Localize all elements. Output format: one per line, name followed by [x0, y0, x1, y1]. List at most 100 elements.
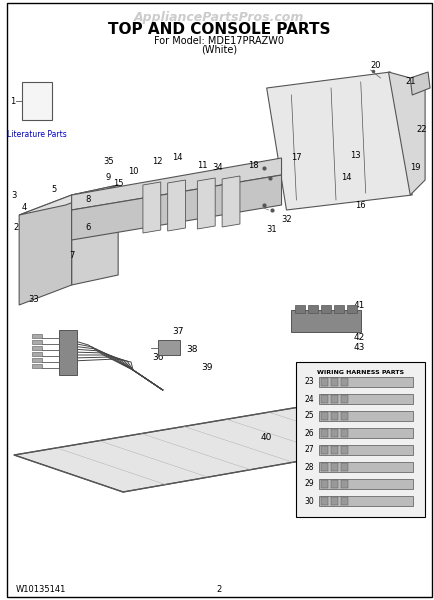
Polygon shape — [143, 182, 161, 233]
Text: 17: 17 — [290, 154, 301, 163]
Bar — [340, 463, 347, 471]
Bar — [319, 394, 412, 404]
Text: 38: 38 — [186, 346, 198, 355]
Bar — [320, 412, 327, 420]
Text: 31: 31 — [266, 226, 276, 235]
Bar — [319, 411, 412, 421]
Bar — [330, 378, 337, 386]
Text: W10135141: W10135141 — [16, 586, 66, 595]
Polygon shape — [19, 195, 72, 305]
Text: 8: 8 — [85, 196, 91, 205]
Bar — [32, 358, 42, 362]
Text: 21: 21 — [404, 77, 414, 86]
Polygon shape — [72, 175, 281, 240]
Text: 6: 6 — [85, 223, 91, 232]
Text: 30: 30 — [304, 497, 313, 505]
Text: 4: 4 — [21, 203, 26, 212]
Text: 33: 33 — [29, 295, 39, 304]
Bar — [319, 428, 412, 438]
Bar — [296, 362, 424, 517]
Text: AppliancePartsPros.com: AppliancePartsPros.com — [134, 11, 304, 25]
Text: 25: 25 — [304, 412, 313, 421]
Bar — [340, 395, 347, 403]
Bar — [346, 305, 356, 313]
Bar — [32, 346, 42, 350]
Text: (White): (White) — [201, 45, 237, 55]
Text: 16: 16 — [355, 200, 365, 209]
Bar — [320, 446, 327, 454]
Text: 7: 7 — [69, 251, 74, 259]
Text: 32: 32 — [280, 215, 291, 224]
Polygon shape — [14, 405, 419, 492]
Text: 42: 42 — [352, 334, 364, 343]
Polygon shape — [19, 185, 118, 215]
Bar — [330, 412, 337, 420]
Bar — [308, 305, 317, 313]
Text: For Model: MDE17PRAZW0: For Model: MDE17PRAZW0 — [154, 36, 283, 46]
Bar — [22, 82, 52, 120]
Text: 27: 27 — [304, 445, 313, 455]
Polygon shape — [409, 72, 429, 95]
Bar — [340, 412, 347, 420]
Text: 2: 2 — [13, 223, 19, 232]
Text: 18: 18 — [248, 160, 259, 169]
Bar — [340, 446, 347, 454]
Bar — [340, 378, 347, 386]
Text: 14: 14 — [325, 325, 336, 335]
Text: WIRING HARNESS PARTS: WIRING HARNESS PARTS — [316, 370, 403, 375]
Bar — [330, 463, 337, 471]
Bar — [59, 330, 76, 375]
Text: 12: 12 — [152, 157, 163, 166]
Text: 22: 22 — [416, 125, 426, 134]
Bar — [24, 262, 59, 270]
Text: 37: 37 — [171, 328, 183, 337]
Text: 11: 11 — [197, 160, 207, 169]
Text: 35: 35 — [103, 157, 113, 166]
Text: 15: 15 — [113, 179, 123, 187]
Bar — [319, 445, 412, 455]
Text: 13: 13 — [350, 151, 360, 160]
Bar — [320, 395, 327, 403]
Bar — [320, 463, 327, 471]
Text: 14: 14 — [172, 154, 182, 163]
Text: 39: 39 — [201, 364, 213, 373]
Polygon shape — [72, 185, 118, 285]
Bar — [320, 429, 327, 437]
Polygon shape — [197, 178, 215, 229]
Polygon shape — [167, 180, 185, 231]
Text: 2: 2 — [216, 586, 221, 595]
Bar — [333, 305, 343, 313]
Bar — [319, 377, 412, 387]
Bar — [32, 352, 42, 356]
Bar — [330, 395, 337, 403]
Text: TOP AND CONSOLE PARTS: TOP AND CONSOLE PARTS — [108, 22, 330, 37]
Text: 23: 23 — [304, 377, 313, 386]
Text: 9: 9 — [105, 173, 111, 181]
Bar — [24, 248, 59, 256]
Text: 24: 24 — [304, 395, 313, 403]
Text: 5: 5 — [51, 185, 56, 194]
Text: 20: 20 — [369, 61, 380, 70]
Bar — [32, 364, 42, 368]
Bar — [330, 429, 337, 437]
Bar — [340, 480, 347, 488]
Text: 34: 34 — [211, 163, 222, 173]
Bar — [340, 497, 347, 505]
Bar — [330, 480, 337, 488]
Bar — [320, 305, 330, 313]
Polygon shape — [266, 72, 411, 210]
Bar — [319, 496, 412, 506]
Text: 40: 40 — [260, 433, 272, 443]
Bar — [319, 462, 412, 472]
Text: 43: 43 — [352, 343, 364, 352]
Text: 10: 10 — [128, 167, 138, 176]
Bar — [295, 305, 305, 313]
Text: 29: 29 — [304, 479, 313, 488]
Bar — [320, 497, 327, 505]
Polygon shape — [72, 158, 281, 210]
Bar — [330, 497, 337, 505]
Text: 26: 26 — [304, 428, 313, 437]
Polygon shape — [222, 176, 240, 227]
Bar — [320, 480, 327, 488]
Bar — [319, 479, 412, 489]
